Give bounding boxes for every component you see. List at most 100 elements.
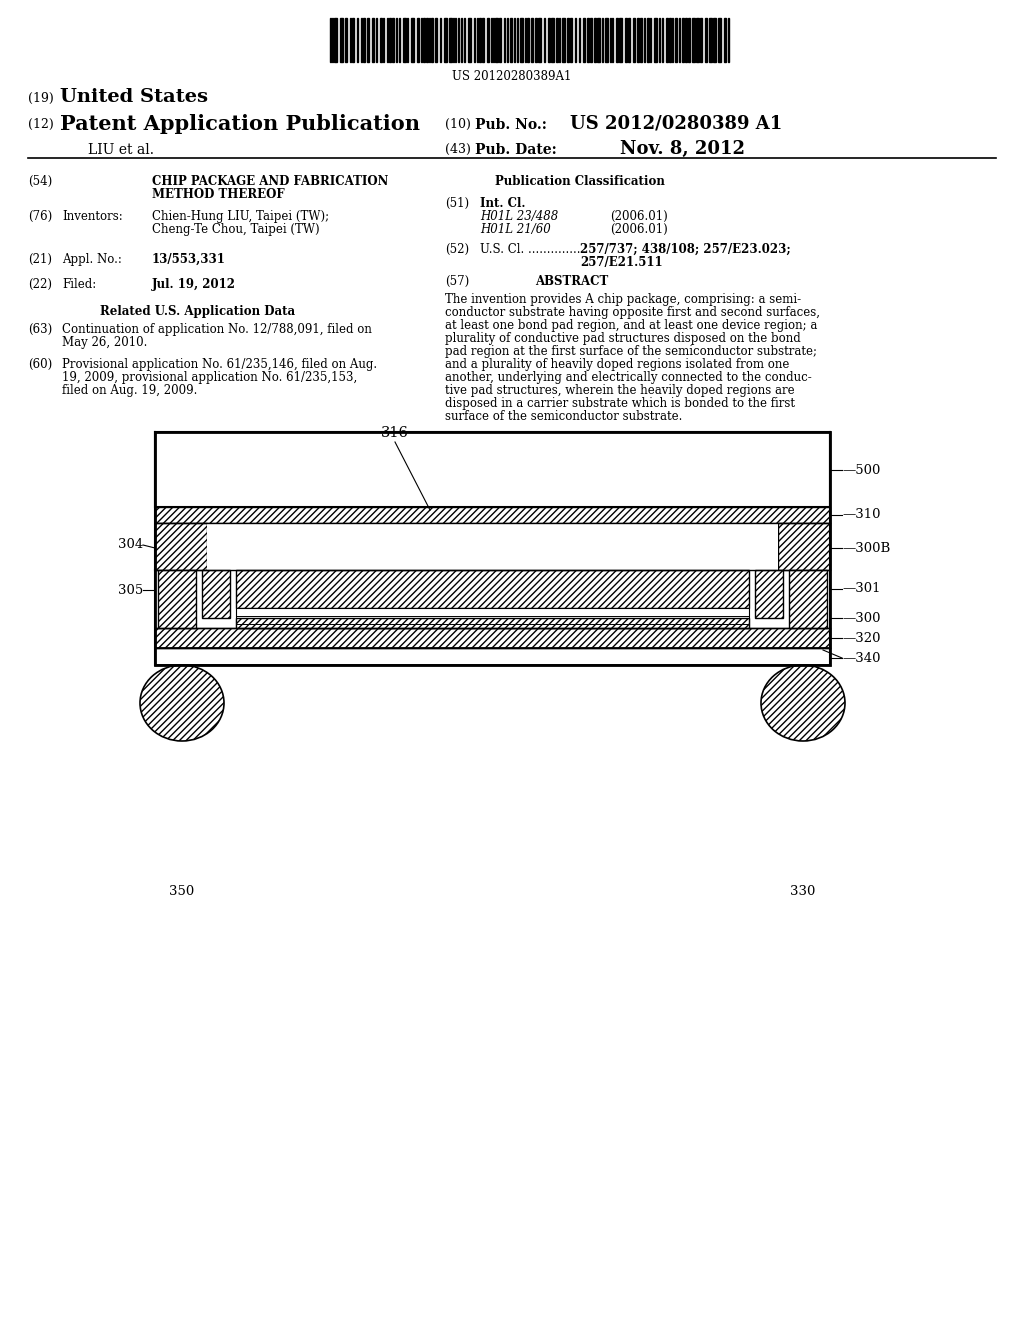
Text: (76): (76) [28,210,52,223]
Bar [675,18,677,62]
Text: (43): (43) [445,143,471,156]
Text: CHIP PACKAGE AND FABRICATION: CHIP PACKAGE AND FABRICATION [152,176,388,187]
Bar [574,18,575,62]
Bar [411,18,414,62]
Text: Related U.S. Application Data: Related U.S. Application Data [100,305,295,318]
Text: —300: —300 [842,611,881,624]
Text: (60): (60) [28,358,52,371]
Bar [362,18,365,62]
Bar [340,18,343,62]
Ellipse shape [761,665,845,741]
Text: Inventors:: Inventors: [62,210,123,223]
Text: 257/E21.511: 257/E21.511 [580,256,663,269]
Bar [434,18,436,62]
Text: US 2012/0280389 A1: US 2012/0280389 A1 [570,114,782,132]
Bar [778,523,830,570]
Text: —340: —340 [842,652,881,664]
Bar [527,18,529,62]
Bar [453,18,454,62]
Bar [155,523,207,570]
Text: (63): (63) [28,323,52,337]
Ellipse shape [140,665,224,741]
Bar [682,18,684,62]
Bar [709,18,712,62]
Text: conductor substrate having opposite first and second surfaces,: conductor substrate having opposite firs… [445,306,820,319]
Text: (52): (52) [445,243,469,256]
Bar [538,18,541,62]
Text: Provisional application No. 61/235,146, filed on Aug.: Provisional application No. 61/235,146, … [62,358,377,371]
Bar [376,18,377,62]
Bar [628,18,630,62]
Bar [696,18,699,62]
Bar [654,18,657,62]
Bar [417,18,419,62]
Bar [633,18,635,62]
Text: tive pad structures, wherein the heavily doped regions are: tive pad structures, wherein the heavily… [445,384,795,397]
Text: (57): (57) [445,275,469,288]
Text: U.S. Cl. ..............: U.S. Cl. .............. [480,243,585,256]
Text: The invention provides A chip package, comprising: a semi-: The invention provides A chip package, c… [445,293,801,306]
Text: —301: —301 [842,582,881,595]
Bar [688,18,690,62]
Text: H01L 21/60: H01L 21/60 [480,223,551,236]
Bar [443,18,446,62]
Bar [705,18,707,62]
Bar [548,18,550,62]
Bar [158,570,196,628]
Bar [618,18,622,62]
Text: US 20120280389A1: US 20120280389A1 [453,70,571,83]
Bar [499,18,501,62]
Text: at least one bond pad region, and at least one device region; a: at least one bond pad region, and at lea… [445,319,817,333]
Bar [531,18,534,62]
Bar [395,18,397,62]
Text: Filed:: Filed: [62,279,96,290]
Bar [679,18,680,62]
Bar [713,18,716,62]
Text: Pub. Date:: Pub. Date: [475,143,557,157]
Text: disposed in a carrier substrate which is bonded to the first: disposed in a carrier substrate which is… [445,397,795,411]
Text: surface of the semiconductor substrate.: surface of the semiconductor substrate. [445,411,682,422]
Bar [430,18,432,62]
Bar [535,18,537,62]
Text: 316: 316 [381,426,409,440]
Text: (19): (19) [28,92,53,106]
Bar [692,18,695,62]
Bar [407,18,408,62]
Text: Jul. 19, 2012: Jul. 19, 2012 [152,279,236,290]
Bar [481,18,483,62]
Bar [392,18,393,62]
Bar [755,570,783,618]
Text: —500: —500 [842,463,881,477]
Bar [637,18,639,62]
Text: 330: 330 [791,884,816,898]
Text: filed on Aug. 19, 2009.: filed on Aug. 19, 2009. [62,384,198,397]
Text: Cheng-Te Chou, Taipei (TW): Cheng-Te Chou, Taipei (TW) [152,223,319,236]
Bar [352,18,353,62]
Text: H01L 23/488: H01L 23/488 [480,210,558,223]
Bar [597,18,600,62]
Text: another, underlying and electrically connected to the conduc-: another, underlying and electrically con… [445,371,812,384]
Text: —320: —320 [842,631,881,644]
Text: (51): (51) [445,197,469,210]
Bar [790,570,827,628]
Text: Int. Cl.: Int. Cl. [480,197,525,210]
Text: (10): (10) [445,117,471,131]
Text: pad region at the first surface of the semiconductor substrate;: pad region at the first surface of the s… [445,345,817,358]
Bar [478,18,480,62]
Bar [587,18,589,62]
Bar [583,18,585,62]
Bar [345,18,347,62]
Text: (54): (54) [28,176,52,187]
Bar [666,18,668,62]
Text: (21): (21) [28,253,52,267]
Text: METHOD THEREOF: METHOD THEREOF [152,187,285,201]
Bar [402,18,406,62]
Bar [236,609,749,628]
Text: 304: 304 [118,539,143,552]
Bar [356,18,358,62]
Text: Chien-Hung LIU, Taipei (TW);: Chien-Hung LIU, Taipei (TW); [152,210,329,223]
Bar [423,18,425,62]
Bar [718,18,721,62]
Text: May 26, 2010.: May 26, 2010. [62,337,147,348]
Bar [640,18,641,62]
